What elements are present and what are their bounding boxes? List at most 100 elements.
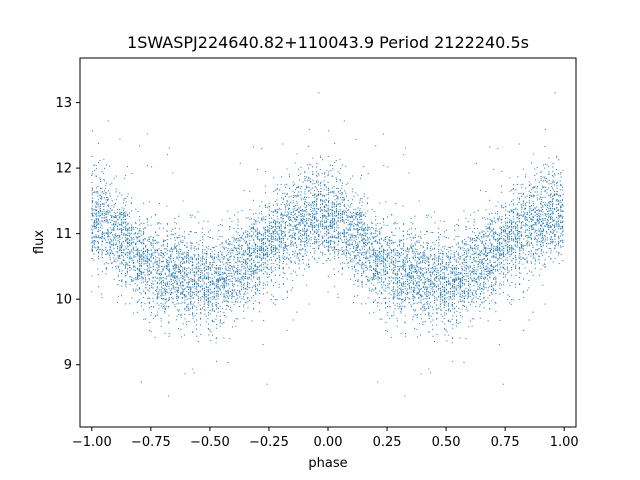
- data-point: [97, 242, 99, 243]
- data-point: [294, 162, 296, 164]
- data-point: [286, 221, 288, 223]
- data-point: [483, 276, 485, 278]
- data-point: [91, 226, 93, 228]
- data-point: [192, 259, 194, 260]
- data-point: [337, 251, 339, 253]
- data-point: [518, 221, 520, 223]
- data-point: [277, 204, 279, 206]
- data-point: [408, 283, 410, 285]
- data-point: [357, 224, 359, 226]
- data-point: [302, 262, 304, 264]
- data-point: [154, 252, 156, 254]
- data-point: [375, 269, 377, 271]
- data-point: [403, 154, 405, 156]
- data-point: [538, 221, 540, 223]
- data-point: [224, 256, 226, 258]
- data-point: [441, 276, 443, 278]
- data-point: [333, 212, 335, 214]
- data-point: [290, 235, 292, 237]
- data-point: [306, 223, 308, 225]
- data-point: [170, 279, 172, 281]
- data-point: [550, 258, 552, 260]
- data-point: [304, 179, 306, 181]
- data-point: [398, 285, 400, 287]
- data-point: [253, 227, 255, 229]
- data-point: [530, 162, 532, 164]
- data-point: [111, 253, 113, 255]
- data-point: [259, 302, 261, 304]
- data-point: [424, 249, 426, 251]
- data-point: [292, 181, 294, 183]
- data-point: [308, 303, 310, 305]
- data-point: [282, 192, 284, 194]
- data-point: [310, 237, 312, 239]
- data-point: [103, 158, 105, 160]
- data-point: [483, 287, 485, 289]
- data-point: [337, 171, 339, 173]
- data-point: [333, 191, 335, 193]
- data-point: [432, 309, 434, 311]
- data-point: [331, 209, 333, 211]
- data-point: [538, 241, 540, 243]
- data-point: [512, 252, 514, 254]
- data-point: [368, 237, 370, 239]
- data-point: [481, 261, 483, 263]
- data-point: [158, 264, 160, 266]
- data-point: [383, 165, 385, 167]
- data-point: [499, 244, 501, 246]
- data-point: [349, 178, 351, 180]
- data-point: [305, 234, 307, 236]
- data-point: [209, 266, 211, 268]
- data-point: [540, 207, 542, 209]
- data-point: [99, 226, 101, 228]
- data-point: [473, 318, 475, 320]
- data-point: [300, 240, 302, 242]
- data-point: [170, 275, 172, 277]
- data-point: [223, 279, 225, 281]
- data-point: [443, 266, 445, 268]
- data-point: [314, 196, 316, 198]
- data-point: [124, 229, 126, 231]
- data-point: [414, 234, 416, 236]
- data-point: [560, 195, 562, 197]
- data-point: [300, 222, 302, 224]
- data-point: [136, 268, 138, 270]
- data-point: [213, 256, 215, 258]
- data-point: [383, 269, 385, 271]
- data-point: [263, 227, 265, 229]
- data-point: [495, 280, 497, 282]
- data-point: [560, 253, 562, 255]
- data-point: [551, 204, 553, 206]
- data-point: [412, 319, 414, 321]
- data-point: [167, 245, 169, 247]
- data-point: [277, 218, 279, 220]
- data-point: [121, 244, 123, 246]
- data-point: [540, 176, 542, 178]
- data-point: [256, 233, 258, 235]
- data-point: [237, 221, 239, 223]
- data-point: [501, 249, 503, 251]
- data-point: [429, 274, 431, 276]
- data-point: [405, 271, 407, 273]
- data-point: [115, 202, 117, 204]
- data-point: [459, 312, 461, 314]
- data-point: [494, 212, 496, 214]
- data-point: [426, 303, 428, 305]
- data-point: [145, 284, 147, 286]
- data-point: [345, 219, 347, 221]
- data-point: [320, 251, 322, 253]
- data-point: [231, 266, 233, 268]
- data-point: [284, 246, 286, 248]
- data-point: [343, 250, 345, 252]
- data-point: [335, 223, 337, 225]
- data-point: [99, 201, 101, 203]
- data-point: [529, 210, 531, 212]
- data-point: [233, 238, 235, 240]
- data-point: [406, 248, 408, 250]
- data-point: [501, 170, 503, 172]
- data-point: [496, 248, 498, 250]
- data-point: [296, 228, 298, 230]
- data-point: [418, 275, 420, 277]
- data-point: [556, 204, 558, 206]
- data-point: [99, 215, 101, 216]
